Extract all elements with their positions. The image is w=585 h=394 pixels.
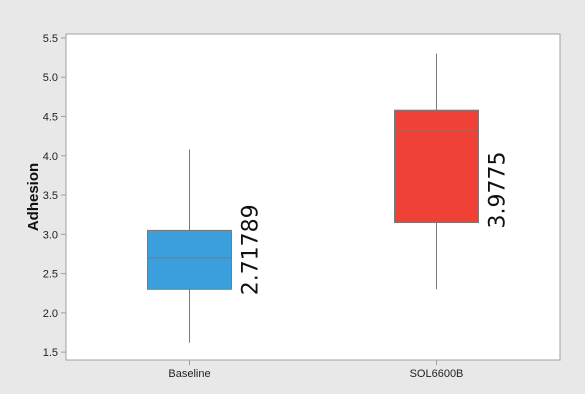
y-tick-label: 2.5 xyxy=(43,269,58,281)
box-data-label: 3.9775 xyxy=(486,152,511,229)
y-tick-label: 3.5 xyxy=(43,190,58,202)
x-category-label: SOL6600B xyxy=(410,368,464,380)
y-axis-title: Adhesion xyxy=(25,163,42,231)
box-sol6600b: 3.9775 xyxy=(394,53,511,290)
iqr-box xyxy=(394,109,479,224)
x-category-label: Baseline xyxy=(168,368,210,380)
y-tick-label: 5.0 xyxy=(43,72,58,84)
y-tick-label: 1.5 xyxy=(43,347,58,359)
y-tick-label: 4.0 xyxy=(43,151,58,163)
box-series: 2.71789 3.9775 xyxy=(147,53,511,343)
y-axis: 1.5 2.0 2.5 3.0 3.5 4.0 4.5 5.0 5.5 xyxy=(43,33,66,359)
box-baseline: 2.71789 xyxy=(147,149,264,343)
iqr-box xyxy=(147,229,232,290)
x-axis: Baseline SOL6600B xyxy=(168,360,463,380)
y-tick-label: 4.5 xyxy=(43,111,58,123)
y-tick-label: 2.0 xyxy=(43,308,58,320)
y-tick-label: 3.0 xyxy=(43,229,58,241)
y-tick-label: 5.5 xyxy=(43,33,58,45)
box-data-label: 2.71789 xyxy=(239,204,264,295)
